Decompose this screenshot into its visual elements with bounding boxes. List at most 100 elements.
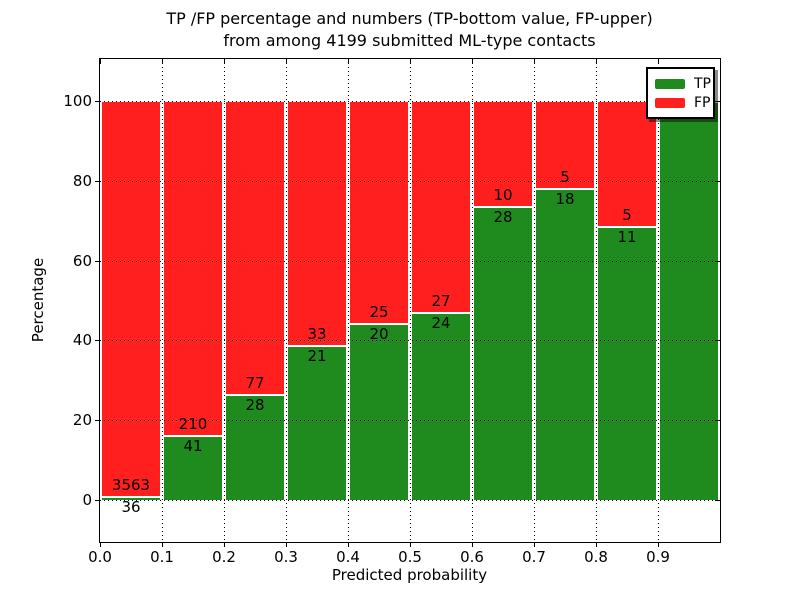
legend-item-fp: FP bbox=[655, 93, 711, 112]
bar-segment-fp bbox=[164, 100, 222, 435]
x-tick bbox=[658, 542, 659, 547]
tp-count-label: 18 bbox=[555, 189, 575, 208]
bar-segment-tp bbox=[598, 225, 656, 501]
bar-segment-tp bbox=[288, 344, 346, 501]
x-tick-label: 0.0 bbox=[88, 548, 112, 566]
bar-segment-tp bbox=[226, 393, 284, 501]
x-tick-label: 0.5 bbox=[398, 548, 422, 566]
y-axis-label: Percentage bbox=[29, 257, 47, 343]
tp-count-label: 36 bbox=[121, 498, 141, 517]
x-tick bbox=[286, 542, 287, 547]
x-gridline bbox=[286, 59, 287, 542]
x-gridline bbox=[410, 59, 411, 542]
y-tick-label: 100 bbox=[63, 91, 92, 110]
x-tick bbox=[596, 59, 597, 64]
fp-count-label: 27 bbox=[431, 292, 451, 311]
y-tick bbox=[95, 260, 100, 262]
chart-title: TP /FP percentage and numbers (TP-bottom… bbox=[99, 8, 720, 52]
x-gridline bbox=[224, 59, 225, 542]
bar-segment-fp bbox=[102, 100, 160, 497]
x-tick-label: 0.9 bbox=[646, 548, 670, 566]
x-gridline bbox=[348, 59, 349, 542]
bar-segment-fp bbox=[474, 100, 532, 206]
y-tick bbox=[95, 420, 100, 422]
fp-count-label: 10 bbox=[493, 185, 513, 204]
fp-count-label: 77 bbox=[245, 373, 265, 392]
x-tick bbox=[348, 542, 349, 547]
x-tick bbox=[410, 59, 411, 64]
fp-count-label: 210 bbox=[178, 414, 208, 433]
x-gridline bbox=[162, 59, 163, 542]
x-tick-label: 0.1 bbox=[150, 548, 174, 566]
bar-segment-fp bbox=[226, 100, 284, 394]
bar-segment-tp bbox=[412, 312, 470, 501]
x-tick bbox=[224, 59, 225, 64]
x-tick bbox=[658, 59, 659, 64]
x-tick bbox=[534, 59, 535, 64]
bar-segment-tp bbox=[536, 187, 594, 501]
x-gridline bbox=[534, 59, 535, 542]
tp-count-label: 28 bbox=[245, 395, 265, 414]
x-tick-label: 0.7 bbox=[522, 548, 546, 566]
bar-segment-fp bbox=[412, 100, 470, 313]
y-tick-label: 40 bbox=[72, 331, 92, 350]
y-tick bbox=[715, 420, 720, 422]
bar-segment-tp bbox=[474, 205, 532, 501]
y-tick-label: 0 bbox=[82, 491, 92, 510]
plot-area: 3563362104177283321252027241028518511170… bbox=[63, 58, 721, 566]
x-tick bbox=[100, 542, 101, 547]
x-tick bbox=[100, 59, 101, 64]
y-tick bbox=[95, 340, 100, 342]
y-tick bbox=[715, 180, 720, 182]
bar-segment-tp bbox=[660, 100, 718, 501]
legend-label-fp: FP bbox=[694, 94, 711, 111]
x-tick-label: 0.2 bbox=[212, 548, 236, 566]
tp-count-label: 24 bbox=[431, 314, 451, 333]
x-gridline bbox=[472, 59, 473, 542]
x-tick-label: 0.4 bbox=[336, 548, 360, 566]
y-tick bbox=[715, 260, 720, 262]
x-tick-label: 0.8 bbox=[584, 548, 608, 566]
chart-title-line2: from among 4199 submitted ML-type contac… bbox=[223, 31, 596, 50]
x-gridline bbox=[596, 59, 597, 542]
x-tick bbox=[224, 542, 225, 547]
x-tick bbox=[472, 542, 473, 547]
bar-segment-fp bbox=[350, 100, 408, 323]
tp-swatch-icon bbox=[655, 78, 685, 89]
x-tick bbox=[162, 59, 163, 64]
tp-count-label: 41 bbox=[183, 436, 203, 455]
bar-segment-fp bbox=[288, 100, 346, 345]
x-gridline bbox=[658, 59, 659, 542]
fp-count-label: 33 bbox=[307, 324, 327, 343]
x-tick bbox=[410, 542, 411, 547]
tp-count-label: 20 bbox=[369, 324, 389, 343]
x-tick bbox=[348, 59, 349, 64]
bar-segment-tp bbox=[164, 434, 222, 501]
x-tick bbox=[286, 59, 287, 64]
y-tick bbox=[95, 500, 100, 502]
tp-count-label: 28 bbox=[493, 207, 513, 226]
x-tick bbox=[472, 59, 473, 64]
legend-label-tp: TP bbox=[694, 75, 711, 92]
bar-segment-tp bbox=[102, 496, 160, 501]
y-tick bbox=[95, 100, 100, 102]
bar-segment-fp bbox=[536, 100, 594, 188]
chart-title-line1: TP /FP percentage and numbers (TP-bottom… bbox=[166, 9, 653, 28]
y-tick-label: 60 bbox=[72, 251, 92, 270]
tp-count-label: 21 bbox=[307, 346, 327, 365]
fp-count-label: 5 bbox=[560, 167, 570, 186]
bar-segment-tp bbox=[350, 322, 408, 501]
x-tick bbox=[162, 542, 163, 547]
fp-count-label: 25 bbox=[369, 302, 389, 321]
y-tick bbox=[715, 500, 720, 502]
fp-count-label: 5 bbox=[622, 205, 632, 224]
x-tick bbox=[596, 542, 597, 547]
x-axis-label: Predicted probability bbox=[331, 566, 488, 584]
tp-count-label: 11 bbox=[617, 227, 637, 246]
fp-count-label: 3563 bbox=[111, 476, 151, 495]
x-tick-label: 0.6 bbox=[460, 548, 484, 566]
y-tick bbox=[715, 340, 720, 342]
fp-swatch-icon bbox=[655, 97, 685, 108]
x-tick bbox=[534, 542, 535, 547]
